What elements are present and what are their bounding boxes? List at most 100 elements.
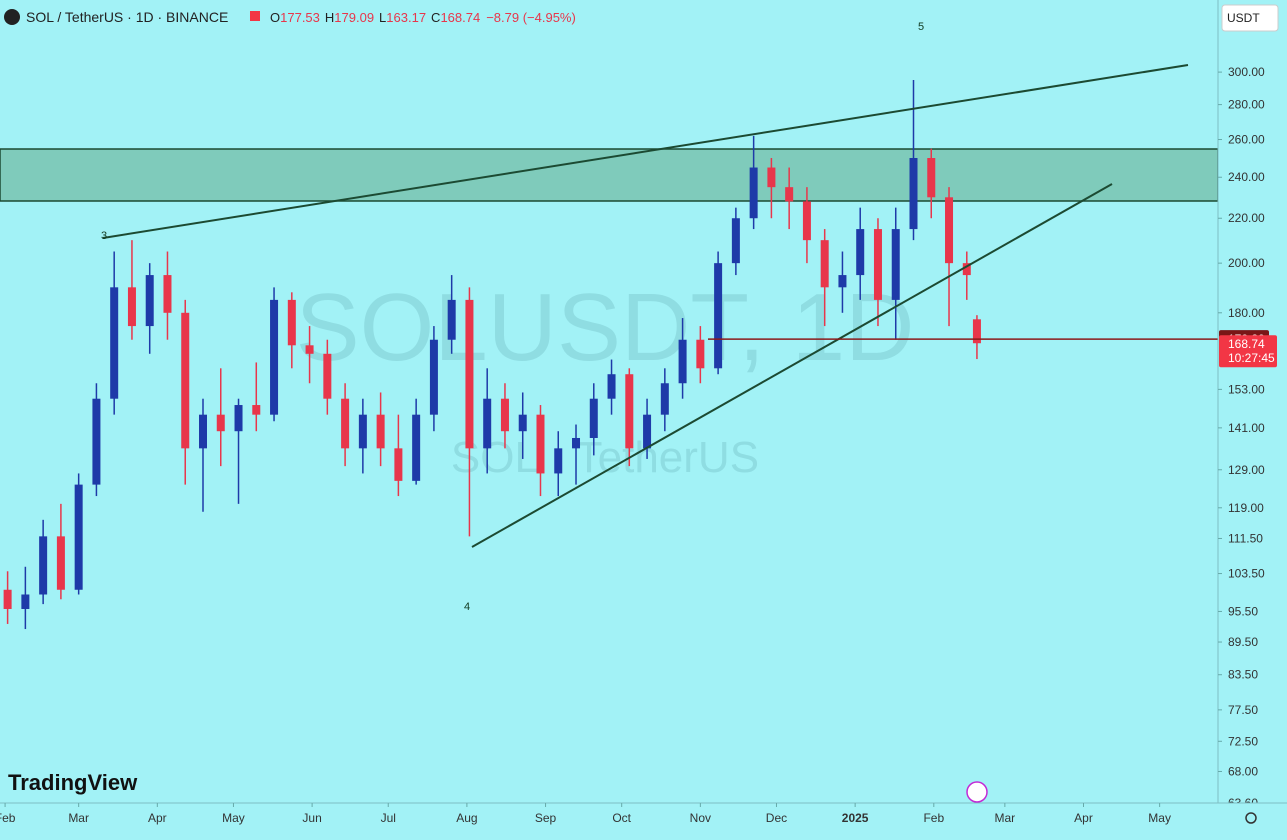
symbol-icon: [4, 9, 20, 25]
candle-body: [945, 197, 954, 264]
candle-body: [625, 374, 634, 449]
candle-body: [465, 299, 474, 449]
y-tick-label: 68.00: [1228, 764, 1258, 778]
candle-body: [252, 405, 261, 415]
y-tick-label: 89.50: [1228, 635, 1258, 649]
candle-body: [500, 398, 509, 432]
candle-body: [394, 448, 403, 481]
header: SOL / TetherUS · 1D · BINANCE: [26, 9, 228, 25]
candle-body: [270, 299, 279, 415]
wave-label: 3: [101, 230, 107, 242]
ohlc-letter: O: [270, 10, 280, 25]
upper-trendline: [102, 64, 1189, 239]
ohlc-value: 179.09: [334, 10, 374, 25]
y-tick-label: 95.50: [1228, 604, 1258, 618]
candle-body: [92, 398, 101, 485]
candle-body: [74, 484, 83, 590]
change: −8.79 (−4.95%): [486, 10, 576, 25]
last-price: 168.74: [1228, 337, 1265, 351]
candle-body: [181, 312, 190, 449]
candle-body: [962, 263, 971, 276]
ohlc-value: 168.74: [440, 10, 480, 25]
ohlc-value: 177.53: [280, 10, 320, 25]
lower-trendline: [471, 183, 1113, 548]
countdown: 10:27:45: [1228, 351, 1275, 365]
candle-body: [323, 353, 332, 399]
candle-body: [56, 536, 65, 590]
watermark: SOLUSDT, 1D: [296, 274, 915, 381]
x-tick-label: Oct: [612, 811, 631, 825]
price-axis: [1218, 0, 1287, 803]
candle-body: [660, 383, 669, 415]
candle-body: [412, 414, 421, 481]
ohlc: O177.53 H179.09 L163.17 C168.74 −8.79 (−4.95…: [270, 10, 576, 25]
candle-body: [199, 414, 207, 449]
y-tick-label: 119.00: [1228, 501, 1264, 515]
candle-body: [607, 374, 616, 399]
candle-body: [429, 339, 438, 415]
candle-body: [341, 398, 350, 449]
candle-body: [145, 275, 154, 327]
candle-body: [358, 414, 367, 449]
candle-body: [767, 167, 776, 188]
market-flag: [250, 11, 260, 21]
currency: USDT: [1227, 11, 1260, 25]
y-tick-label: 260.00: [1228, 133, 1265, 147]
candle-body: [891, 229, 900, 300]
y-tick-label: 180.00: [1228, 306, 1265, 320]
y-tick-label: 200.00: [1228, 256, 1265, 270]
settings-icon[interactable]: [1245, 812, 1257, 824]
y-tick-label: 220.00: [1228, 211, 1265, 225]
ohlc-letter: C: [431, 10, 440, 25]
alert-icon[interactable]: [966, 781, 988, 803]
x-tick-label: Aug: [456, 811, 477, 825]
x-tick-label: Apr: [148, 811, 167, 825]
x-tick-label: Apr: [1074, 811, 1093, 825]
candle-body: [163, 275, 172, 313]
candle-body: [536, 414, 545, 474]
y-tick-label: 300.00: [1228, 65, 1265, 79]
candle-body: [820, 240, 829, 288]
candle-body: [589, 398, 598, 438]
candle-body: [856, 229, 865, 276]
x-tick-label: 2025: [842, 811, 869, 825]
watermark-sub: SOL · TetherUS: [451, 433, 759, 482]
candle-body: [873, 229, 882, 300]
time-axis: [0, 803, 1287, 840]
y-tick-label: 280.00: [1228, 98, 1265, 112]
candle-body: [305, 345, 314, 354]
wave-label: 5: [918, 21, 924, 33]
x-tick-label: Nov: [690, 811, 711, 825]
candle-body: [802, 201, 811, 241]
candle-body: [554, 448, 563, 474]
candle-body: [447, 299, 456, 340]
candle-body: [518, 414, 527, 432]
y-tick-label: 240.00: [1228, 170, 1265, 184]
candle-body: [696, 339, 705, 369]
x-tick-label: Mar: [68, 811, 89, 825]
x-tick-label: Feb: [923, 811, 944, 825]
ohlc-letter: H: [325, 10, 334, 25]
y-tick-label: 72.50: [1228, 734, 1258, 748]
y-tick-label: 77.50: [1228, 703, 1258, 717]
y-tick-label: 103.50: [1228, 567, 1265, 581]
x-tick-label: Jun: [302, 811, 321, 825]
y-tick-label: 153.00: [1228, 382, 1265, 396]
x-tick-label: Dec: [766, 811, 787, 825]
candle-body: [749, 167, 758, 219]
x-tick-label: May: [1148, 811, 1171, 825]
candle-body: [927, 158, 936, 198]
candle-body: [678, 339, 687, 384]
candle-body: [234, 405, 243, 432]
candle-body: [972, 319, 981, 344]
y-tick-label: 111.50: [1228, 531, 1263, 545]
ohlc-letter: L: [379, 10, 386, 25]
candle-body: [110, 287, 119, 399]
candle-body: [838, 275, 847, 288]
last-price-box: [1219, 335, 1277, 368]
candle-body: [785, 187, 794, 202]
currency-button[interactable]: [1221, 4, 1279, 32]
ohlc-value: 163.17: [386, 10, 426, 25]
brand-logo: TradingView: [8, 770, 138, 795]
